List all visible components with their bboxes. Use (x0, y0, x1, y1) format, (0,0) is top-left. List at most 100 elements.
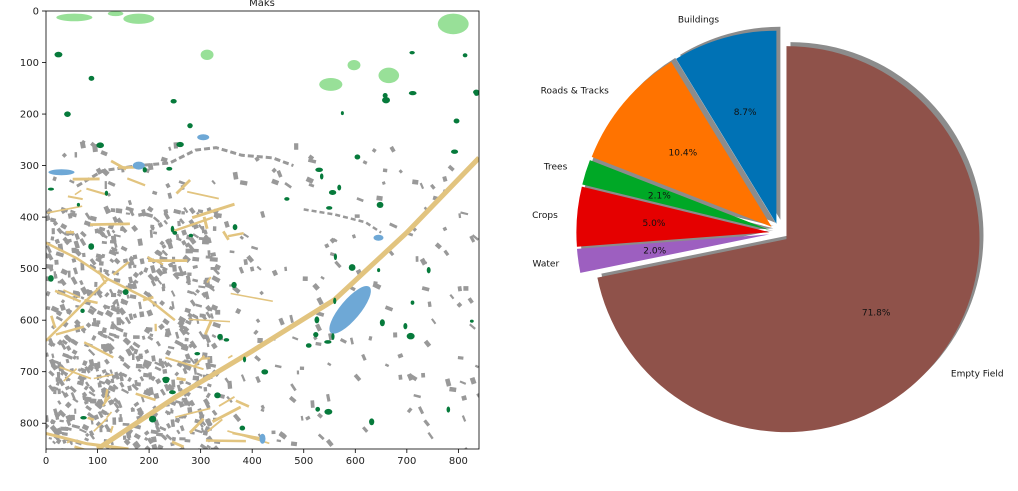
building-patch (135, 363, 142, 369)
track (235, 399, 250, 408)
building-patch (161, 244, 167, 249)
building-patch (150, 429, 158, 435)
building-patch (156, 432, 164, 437)
building-patch (114, 371, 120, 380)
pie-label-buildings: Buildings (678, 15, 720, 25)
building-patch (179, 437, 186, 441)
tree-patch (170, 98, 177, 104)
building-patch (132, 264, 137, 268)
building-patch (97, 382, 102, 388)
building-patch (171, 301, 175, 310)
building-patch (48, 370, 55, 377)
building-patch (294, 143, 299, 150)
building-patch (55, 315, 63, 322)
building-patch (122, 361, 131, 370)
building-patch (176, 429, 181, 435)
tree-patch (76, 202, 81, 207)
building-patch (155, 267, 164, 277)
tree-patch (188, 233, 194, 238)
crop-patch (437, 13, 469, 35)
building-patch (353, 373, 362, 382)
track (86, 187, 108, 196)
building-patch (202, 229, 208, 235)
building-patch (71, 424, 81, 430)
building-patch (113, 402, 120, 410)
building-patch (361, 353, 367, 361)
building-patch (449, 386, 457, 393)
building-patch (52, 220, 59, 227)
building-patch (60, 299, 66, 304)
building-patch (61, 369, 68, 377)
building-patch (163, 211, 171, 220)
building-patch (104, 378, 112, 386)
building-patch (210, 266, 218, 271)
crop-patch (347, 59, 361, 71)
building-patch (332, 237, 338, 243)
building-patch (61, 339, 68, 346)
building-patch (118, 354, 125, 361)
building-line (303, 208, 382, 234)
building-patch (271, 430, 276, 435)
building-patch (168, 238, 173, 243)
building-patch (149, 229, 153, 238)
building-patch (62, 236, 70, 244)
building-patch (175, 272, 184, 277)
building-patch (210, 313, 214, 319)
building-patch (81, 368, 87, 374)
building-patch (96, 310, 104, 317)
building-patch (101, 327, 107, 332)
building-patch (55, 438, 62, 445)
tree-patch (333, 297, 337, 305)
building-patch (159, 388, 166, 396)
building-patch (413, 393, 422, 399)
tree-patch (217, 333, 223, 340)
building-patch (116, 293, 122, 297)
building-patch (99, 428, 103, 433)
building-patch (163, 209, 169, 214)
building-patch (127, 376, 132, 383)
road (46, 432, 129, 449)
building-patch (238, 266, 245, 274)
building-patch (317, 433, 325, 441)
building-patch (89, 398, 97, 404)
building-patch (85, 432, 90, 438)
building-patch (84, 365, 91, 374)
building-patch (163, 383, 170, 392)
building-patch (160, 156, 168, 163)
building-patch (310, 400, 315, 408)
building-patch (206, 343, 210, 348)
building-patch (71, 349, 78, 356)
tree-patch (194, 351, 201, 356)
building-patch (54, 259, 59, 265)
building-patch (215, 309, 221, 315)
building-patch (70, 338, 79, 346)
building-patch (289, 314, 294, 323)
building-patch (326, 393, 331, 402)
building-patch (122, 435, 127, 440)
building-patch (62, 321, 69, 328)
building-patch (103, 205, 111, 215)
building-patch (166, 362, 173, 368)
y-tick-label: 100 (20, 58, 39, 69)
tree-patch (80, 415, 87, 420)
building-patch (109, 369, 113, 374)
building-patch (162, 368, 168, 374)
building-patch (138, 301, 142, 310)
building-patch (460, 211, 469, 216)
building-patch (278, 317, 285, 326)
building-patch (110, 208, 116, 213)
crop-patch (107, 11, 124, 17)
tree-patch (88, 75, 95, 81)
pie-pct-label: 71.8% (862, 308, 891, 318)
building-patch (232, 171, 239, 180)
track (89, 222, 130, 226)
building-patch (69, 385, 77, 394)
building-patch (339, 338, 347, 344)
building-patch (362, 426, 369, 433)
building-patch (178, 327, 187, 336)
building-patch (177, 319, 185, 327)
tree-patch (187, 123, 193, 129)
building-patch (382, 168, 388, 173)
track (74, 445, 87, 449)
building-patch (188, 399, 196, 407)
